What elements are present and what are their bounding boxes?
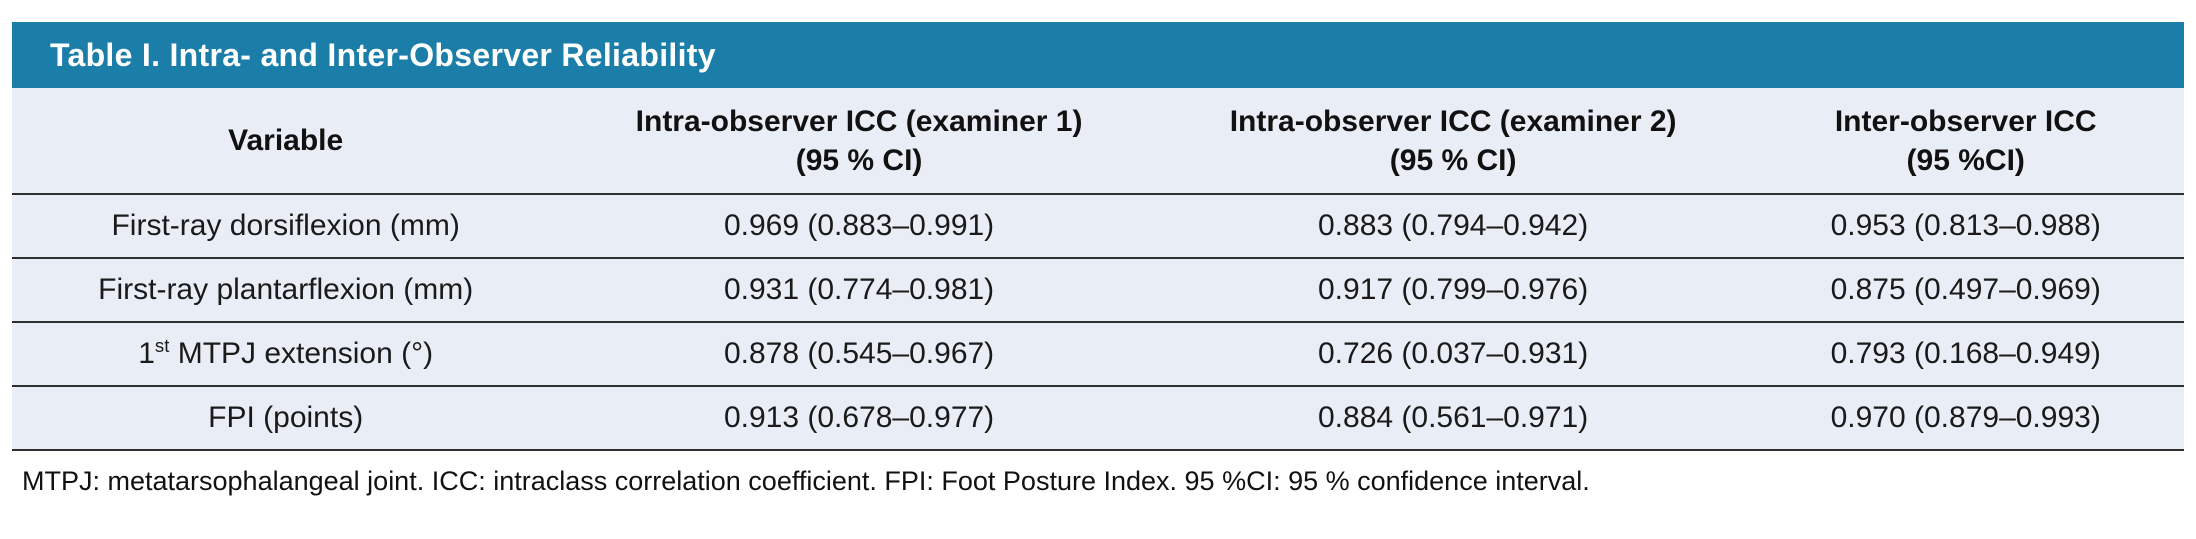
col-header-inter-line1: Inter-observer ICC: [1834, 104, 2097, 138]
icc-examiner2-cell: 0.884 (0.561–0.971): [1158, 385, 1748, 451]
variable-text: FPI (points): [208, 401, 364, 434]
icc-examiner2-cell: 0.917 (0.799–0.976): [1158, 257, 1748, 322]
reliability-table: Variable Intra-observer ICC (examiner 1)…: [12, 88, 2184, 451]
table-title-bar: Table I. Intra- and Inter-Observer Relia…: [12, 22, 2184, 88]
inter-observer-cell: 0.875 (0.497–0.969): [1747, 257, 2184, 322]
col-header-intra1-line2: (95 % CI): [795, 143, 923, 177]
col-header-inter-line2: (95 %CI): [1906, 143, 2025, 177]
reliability-table-card: Table I. Intra- and Inter-Observer Relia…: [12, 22, 2184, 451]
table-title: Table I. Intra- and Inter-Observer Relia…: [50, 36, 716, 73]
icc-examiner1-cell: 0.878 (0.545–0.967): [559, 321, 1159, 386]
icc-examiner2-cell: 0.883 (0.794–0.942): [1158, 193, 1748, 258]
icc-examiner1-cell: 0.969 (0.883–0.991): [559, 193, 1159, 258]
header-row: Variable Intra-observer ICC (examiner 1)…: [12, 88, 2184, 194]
variable-text-post: MTPJ extension (°): [169, 337, 434, 370]
table-row-first-ray-dorsiflexion: First-ray dorsiflexion (mm) 0.969 (0.883…: [12, 193, 2184, 258]
variable-cell: First-ray plantarflexion (mm): [12, 257, 560, 322]
col-header-inter-observer: Inter-observer ICC (95 %CI): [1747, 88, 2184, 194]
inter-observer-cell: 0.970 (0.879–0.993): [1747, 385, 2184, 451]
variable-cell: FPI (points): [12, 385, 560, 451]
variable-text: 1: [138, 337, 155, 370]
table-row-first-ray-plantarflexion: First-ray plantarflexion (mm) 0.931 (0.7…: [12, 257, 2184, 322]
table-row-mtpj-extension: 1st MTPJ extension (°) 0.878 (0.545–0.96…: [12, 321, 2184, 386]
col-header-variable-label: Variable: [228, 124, 344, 157]
variable-cell: First-ray dorsiflexion (mm): [12, 193, 560, 258]
table-footnote: MTPJ: metatarsophalangeal joint. ICC: in…: [22, 466, 1590, 496]
icc-examiner1-cell: 0.913 (0.678–0.977): [559, 385, 1159, 451]
variable-text: First-ray dorsiflexion (mm): [111, 209, 460, 242]
col-header-intra1-line1: Intra-observer ICC (examiner 1): [635, 104, 1083, 138]
icc-examiner2-cell: 0.726 (0.037–0.931): [1158, 321, 1748, 386]
variable-cell: 1st MTPJ extension (°): [12, 321, 560, 386]
inter-observer-cell: 0.953 (0.813–0.988): [1747, 193, 2184, 258]
variable-superscript: st: [154, 335, 170, 356]
col-header-intra-observer-1: Intra-observer ICC (examiner 1) (95 % CI…: [559, 88, 1158, 194]
col-header-intra-observer-2: Intra-observer ICC (examiner 2) (95 % CI…: [1159, 88, 1748, 194]
col-header-intra2-line2: (95 % CI): [1389, 143, 1517, 177]
table-row-fpi: FPI (points) 0.913 (0.678–0.977) 0.884 (…: [12, 385, 2184, 451]
col-header-intra2-line1: Intra-observer ICC (examiner 2): [1229, 104, 1677, 138]
icc-examiner1-cell: 0.931 (0.774–0.981): [559, 257, 1159, 322]
inter-observer-cell: 0.793 (0.168–0.949): [1747, 321, 2184, 386]
variable-text: First-ray plantarflexion (mm): [98, 273, 474, 306]
col-header-variable: Variable: [12, 88, 559, 194]
